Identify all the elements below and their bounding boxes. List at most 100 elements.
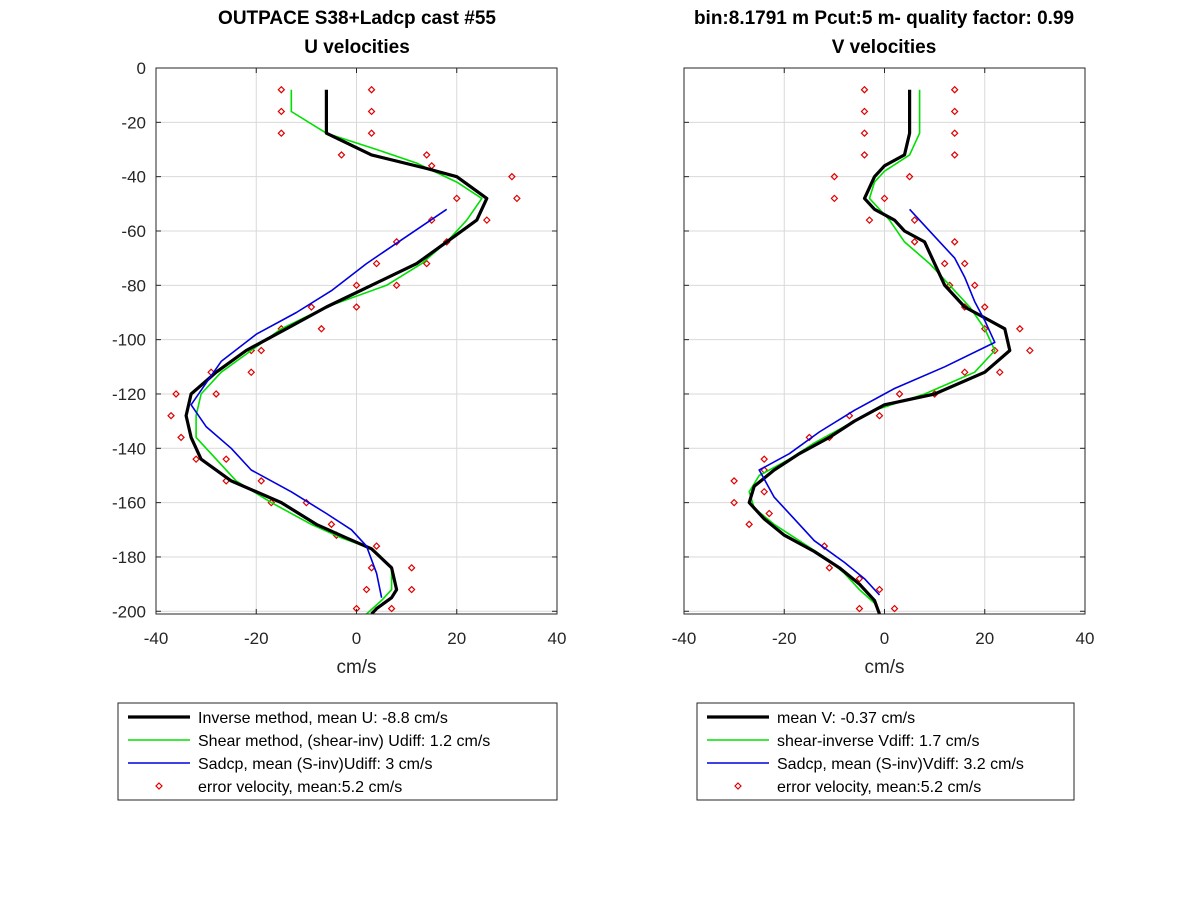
v-x-tick-label: 0 xyxy=(880,629,889,648)
v-error-marker xyxy=(890,604,899,613)
u-plot-area xyxy=(167,85,521,614)
v-error-marker xyxy=(730,498,738,507)
v-legend-entry: shear-inverse Vdiff: 1.7 cm/s xyxy=(777,733,979,750)
u-error-marker xyxy=(422,259,431,268)
u-error-marker xyxy=(172,390,180,398)
v-legend-marker xyxy=(734,782,742,790)
u-error-marker xyxy=(352,303,361,311)
v-error-marker xyxy=(860,107,869,116)
v-error-marker xyxy=(905,172,914,181)
v-error-marker xyxy=(995,368,1004,377)
v-error-marker xyxy=(950,107,959,116)
u-x-tick-label: -40 xyxy=(144,629,169,648)
v-legend-entry: error velocity, mean:5.2 cm/s xyxy=(777,779,981,796)
right-title-line1: bin:8.1791 m Pcut:5 m- quality factor: 0… xyxy=(694,8,1074,29)
v-velocity-axes: -40 -20 0 20 40 cm/s xyxy=(672,67,1095,678)
u-legend-entry: Sadcp, mean (S-inv)Udiff: 3 cm/s xyxy=(198,756,432,773)
u-error-marker xyxy=(392,281,401,290)
u-legend-entry: Inverse method, mean U: -8.8 cm/s xyxy=(198,710,448,727)
u-x-tick-label: 0 xyxy=(352,629,361,648)
u-y-tick-label: -40 xyxy=(121,168,146,187)
u-y-tick-label: -60 xyxy=(121,222,146,241)
u-error-marker xyxy=(277,129,286,138)
v-error-marker xyxy=(860,85,869,94)
left-title-line1: OUTPACE S38+Ladcp cast #55 xyxy=(218,8,496,29)
v-error-marker xyxy=(895,390,904,398)
u-error-marker xyxy=(277,85,286,94)
u-error-marker xyxy=(367,85,376,94)
v-grid xyxy=(684,68,1085,614)
v-legend-box xyxy=(696,702,1075,801)
u-error-marker xyxy=(367,107,376,116)
u-error-marker xyxy=(277,107,286,116)
v-error-marker xyxy=(960,368,969,377)
u-error-marker xyxy=(508,172,516,181)
u-error-marker xyxy=(257,346,266,355)
u-error-marker xyxy=(247,368,256,377)
u-error-marker xyxy=(372,542,381,550)
v-error-marker xyxy=(860,151,869,159)
v-error-marker xyxy=(1026,346,1034,355)
u-sadcp-series-line xyxy=(190,208,448,598)
u-error-marker xyxy=(192,455,200,464)
v-error-marker xyxy=(950,85,959,94)
u-y-tick-label: -20 xyxy=(121,113,146,132)
u-error-marker xyxy=(362,585,371,594)
left-title-line2: U velocities xyxy=(304,37,410,58)
v-error-marker xyxy=(855,604,864,613)
v-error-marker xyxy=(825,563,834,572)
u-legend: Inverse method, mean U: -8.8 cm/s Shear m… xyxy=(117,702,558,801)
v-error-marker xyxy=(865,216,874,224)
v-x-tick-label: 40 xyxy=(1076,629,1095,648)
v-x-axis-label: cm/s xyxy=(864,657,904,678)
v-x-tick-label: -20 xyxy=(772,629,797,648)
u-x-tick-label: 40 xyxy=(548,629,567,648)
v-error-marker xyxy=(875,411,884,420)
u-y-tick-label: -100 xyxy=(112,331,146,350)
u-error-marker xyxy=(212,390,220,398)
u-error-marker xyxy=(422,151,431,159)
v-error-marker xyxy=(950,151,959,159)
v-error-marker xyxy=(830,172,839,181)
v-error-marker xyxy=(760,455,769,464)
u-y-tick-label: -140 xyxy=(112,439,146,458)
v-error-marker xyxy=(730,477,738,485)
v-error-marker xyxy=(960,259,969,268)
u-legend-box xyxy=(117,702,558,801)
u-velocity-axes: -40 -20 0 20 400-20-40-60-80-100-120-140-160… xyxy=(112,59,566,678)
v-legend-entry: Sadcp, mean (S-inv)Vdiff: 3.2 cm/s xyxy=(777,756,1024,773)
v-error-marker xyxy=(945,281,954,290)
u-error-marker xyxy=(482,216,491,224)
u-error-marker xyxy=(427,216,436,224)
v-plot-area xyxy=(730,85,1034,614)
u-error-marker xyxy=(352,281,361,290)
u-error-marker xyxy=(372,259,381,268)
v-x-tick-label: -40 xyxy=(672,629,697,648)
v-error-marker xyxy=(980,324,989,333)
u-x-tick-label: -20 xyxy=(244,629,269,648)
v-error-marker xyxy=(950,129,959,138)
u-error-marker xyxy=(307,303,316,311)
v-error-marker xyxy=(805,433,814,442)
v-error-marker xyxy=(940,259,949,268)
right-title-line2: V velocities xyxy=(832,37,937,58)
u-legend-entry: Shear method, (shear-inv) Udiff: 1.2 cm/… xyxy=(198,733,490,750)
u-ticks: -40 -20 0 20 400-20-40-60-80-100-120-140-160… xyxy=(112,59,566,648)
v-error-marker xyxy=(910,238,919,246)
u-y-tick-label: -180 xyxy=(112,548,146,567)
u-error-marker xyxy=(317,324,326,333)
v-legend: mean V: -0.37 cm/s shear-inverse Vdiff: 1… xyxy=(696,702,1075,801)
v-error-marker xyxy=(880,194,889,203)
u-x-axis-label: cm/s xyxy=(336,657,376,678)
u-error-marker xyxy=(257,477,266,485)
u-x-tick-label: 20 xyxy=(447,629,466,648)
u-legend-marker xyxy=(155,782,163,790)
u-error-marker xyxy=(392,238,401,246)
u-error-marker xyxy=(407,585,416,594)
v-error-marker xyxy=(1015,324,1024,333)
u-inverse-series-line xyxy=(184,89,489,614)
u-y-tick-label: -80 xyxy=(121,276,146,295)
v-legend-entry: mean V: -0.37 cm/s xyxy=(777,710,915,727)
v-error-marker xyxy=(820,542,829,550)
